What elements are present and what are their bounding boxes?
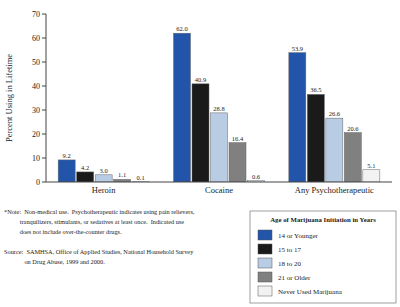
bar bbox=[77, 172, 94, 182]
bar bbox=[58, 160, 75, 182]
annotation: does not include over-the-counter drugs. bbox=[4, 228, 122, 235]
data-label: 0.6 bbox=[252, 173, 261, 180]
data-label: 40.9 bbox=[195, 76, 206, 83]
y-tick bbox=[42, 14, 46, 15]
y-tick-label: 30 bbox=[32, 106, 40, 115]
notes: *Note: Non-medical use. Psychotherapeuti… bbox=[4, 208, 195, 265]
chart: 0 10 20 30 40 50 60 70 Percent Using in Lifetime… bbox=[0, 0, 400, 307]
y-axis-line bbox=[46, 14, 47, 182]
annotation: tranquilizers, stimulants, or sedatives … bbox=[4, 218, 184, 225]
y-tick bbox=[42, 86, 46, 87]
data-label: 26.6 bbox=[329, 110, 341, 117]
annotation: *Note: Non-medical use. Psychotherapeuti… bbox=[4, 208, 195, 215]
bar bbox=[363, 170, 380, 182]
legend-swatch bbox=[258, 272, 272, 282]
legend-title: Age of Marijuana Initiation in Years bbox=[270, 216, 376, 223]
data-label: 16.4 bbox=[232, 135, 244, 142]
bar bbox=[95, 175, 112, 182]
x-tick-label: Cocaine bbox=[205, 185, 233, 195]
legend-entry: 18 to 20 bbox=[278, 260, 301, 268]
y-tick-label: 0 bbox=[36, 178, 40, 187]
data-label: 3.0 bbox=[100, 167, 108, 174]
annotation: Source: SAMHSA, Office of Applied Studie… bbox=[4, 248, 194, 255]
y-tick bbox=[42, 62, 46, 63]
x-tick-label: Heroin bbox=[92, 185, 116, 195]
y-axis: 0 10 20 30 40 50 60 70 bbox=[32, 10, 46, 187]
x-axis-line bbox=[46, 182, 392, 183]
legend-entry: 14 or Younger bbox=[278, 232, 319, 240]
data-label: 5.1 bbox=[367, 162, 375, 169]
y-tick-label: 50 bbox=[32, 58, 40, 67]
bar bbox=[344, 133, 361, 182]
bar bbox=[289, 53, 306, 182]
legend-swatch bbox=[258, 230, 272, 240]
data-label: 20.6 bbox=[347, 125, 359, 132]
data-label: 36.5 bbox=[310, 86, 321, 93]
y-tick bbox=[42, 158, 46, 159]
y-tick bbox=[42, 110, 46, 111]
annotation: on Drug Abuse, 1999 and 2000. bbox=[4, 258, 105, 265]
y-tick-label: 20 bbox=[32, 130, 40, 139]
legend-entry: Never Used Marijuana bbox=[278, 288, 343, 296]
y-tick-label: 40 bbox=[32, 82, 40, 91]
bars bbox=[58, 33, 380, 182]
data-label: 4.2 bbox=[81, 164, 89, 171]
legend-swatch bbox=[258, 258, 272, 268]
data-label: 62.0 bbox=[176, 25, 187, 32]
legend: Age of Marijuana Initiation in Years 14 o… bbox=[250, 211, 396, 303]
x-tick-label: Any Psychotherapeutic bbox=[295, 185, 374, 195]
bar bbox=[326, 118, 343, 182]
y-tick-label: 70 bbox=[32, 10, 40, 19]
bar bbox=[229, 143, 246, 182]
data-label: 9.2 bbox=[63, 152, 71, 159]
legend-swatch bbox=[258, 244, 272, 254]
legend-entry: 21 or Older bbox=[278, 274, 311, 282]
data-label: 0.1 bbox=[137, 174, 145, 181]
bar bbox=[307, 94, 324, 182]
y-axis-label: Percent Using in Lifetime bbox=[4, 54, 14, 142]
data-label: 1.1 bbox=[118, 171, 126, 178]
bar bbox=[211, 113, 228, 182]
y-tick bbox=[42, 38, 46, 39]
data-label: 53.9 bbox=[292, 45, 303, 52]
legend-swatch bbox=[258, 286, 272, 296]
y-tick-label: 60 bbox=[32, 34, 40, 43]
legend-entry: 15 to 17 bbox=[278, 246, 301, 254]
y-tick bbox=[42, 182, 46, 183]
data-labels: 9.2 4.2 3.0 1.1 0.1 62.0 40.9 28.8 16.4 0.6 53.9 36… bbox=[63, 25, 376, 181]
legend-frame bbox=[250, 211, 396, 303]
y-tick bbox=[42, 134, 46, 135]
y-tick-label: 10 bbox=[32, 154, 40, 163]
data-label: 28.8 bbox=[213, 105, 224, 112]
bar bbox=[192, 84, 209, 182]
bar bbox=[174, 33, 191, 182]
